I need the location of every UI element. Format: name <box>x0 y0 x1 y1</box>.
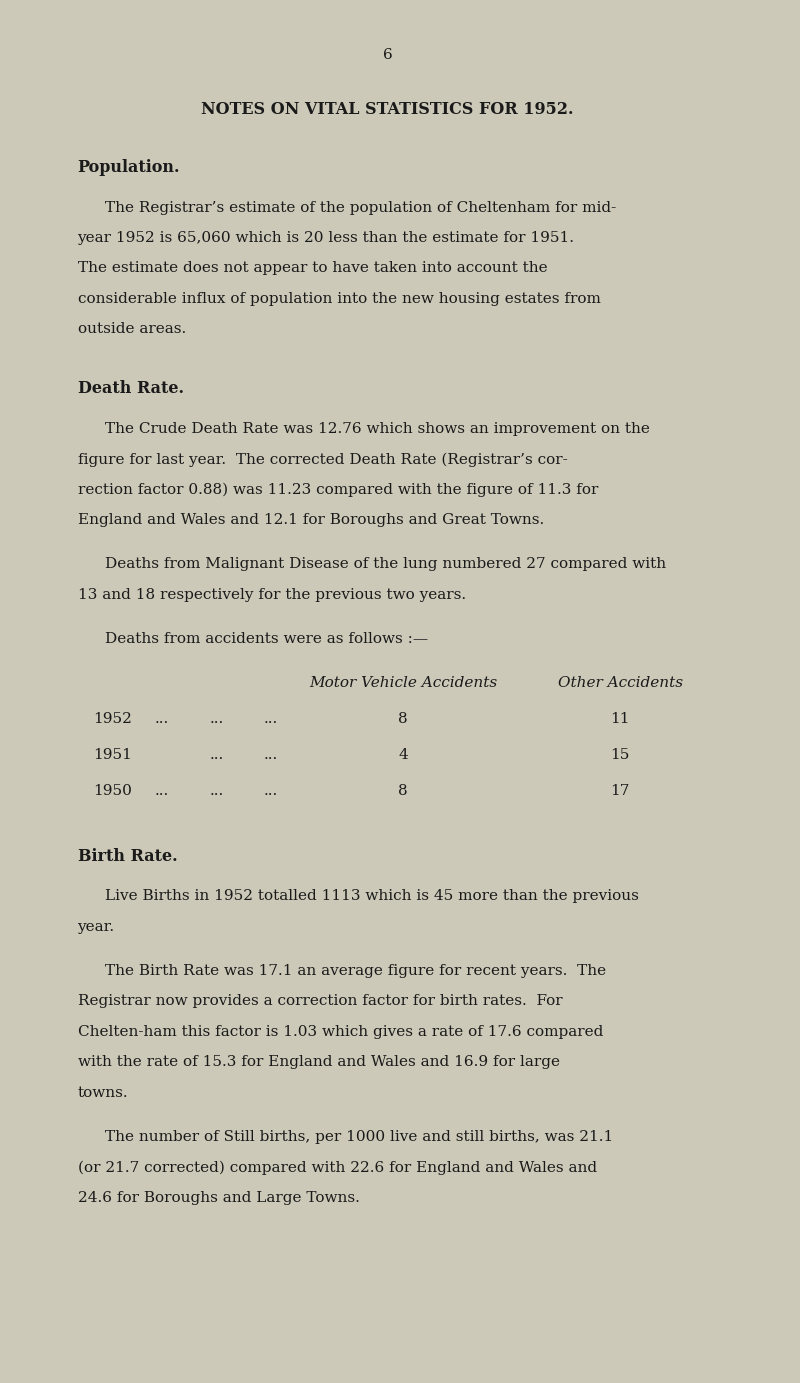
Text: Registrar now provides a correction factor for birth rates.  For: Registrar now provides a correction fact… <box>78 994 562 1008</box>
Text: Chelten-ham this factor is 1.03 which gives a rate of 17.6 compared: Chelten-ham this factor is 1.03 which gi… <box>78 1025 603 1039</box>
Text: Live Births in 1952 totalled 1113 which is 45 more than the previous: Live Births in 1952 totalled 1113 which … <box>105 889 638 903</box>
Text: England and Wales and 12.1 for Boroughs and Great Towns.: England and Wales and 12.1 for Boroughs … <box>78 513 544 527</box>
Text: rection factor 0.88) was 11.23 compared with the figure of 11.3 for: rection factor 0.88) was 11.23 compared … <box>78 483 598 496</box>
Text: outside areas.: outside areas. <box>78 322 186 336</box>
Text: year 1952 is 65,060 which is 20 less than the estimate for 1951.: year 1952 is 65,060 which is 20 less tha… <box>78 231 574 245</box>
Text: NOTES ON VITAL STATISTICS FOR 1952.: NOTES ON VITAL STATISTICS FOR 1952. <box>202 101 574 118</box>
Text: Birth Rate.: Birth Rate. <box>78 848 177 864</box>
Text: ...: ... <box>263 748 278 762</box>
Text: 24.6 for Boroughs and Large Towns.: 24.6 for Boroughs and Large Towns. <box>78 1191 359 1205</box>
Text: ...: ... <box>210 712 223 726</box>
Text: 13 and 18 respectively for the previous two years.: 13 and 18 respectively for the previous … <box>78 588 466 602</box>
Text: 4: 4 <box>398 748 408 762</box>
Text: 6: 6 <box>382 48 393 62</box>
Text: 8: 8 <box>398 784 408 798</box>
Text: considerable influx of population into the new housing estates from: considerable influx of population into t… <box>78 292 600 306</box>
Text: Death Rate.: Death Rate. <box>78 380 183 397</box>
Text: 1952: 1952 <box>93 712 132 726</box>
Text: 8: 8 <box>398 712 408 726</box>
Text: ...: ... <box>155 712 170 726</box>
Text: Deaths from Malignant Disease of the lung numbered 27 compared with: Deaths from Malignant Disease of the lun… <box>105 557 666 571</box>
Text: Deaths from accidents were as follows :—: Deaths from accidents were as follows :— <box>105 632 428 646</box>
Text: ...: ... <box>210 784 223 798</box>
Text: 17: 17 <box>610 784 630 798</box>
Text: The estimate does not appear to have taken into account the: The estimate does not appear to have tak… <box>78 261 547 275</box>
Text: The Birth Rate was 17.1 an average figure for recent years.  The: The Birth Rate was 17.1 an average figur… <box>105 964 606 978</box>
Text: towns.: towns. <box>78 1086 128 1099</box>
Text: Other Accidents: Other Accidents <box>558 676 682 690</box>
Text: ...: ... <box>155 784 170 798</box>
Text: The Registrar’s estimate of the population of Cheltenham for mid-: The Registrar’s estimate of the populati… <box>105 201 616 214</box>
Text: Population.: Population. <box>78 159 180 176</box>
Text: (or 21.7 corrected) compared with 22.6 for England and Wales and: (or 21.7 corrected) compared with 22.6 f… <box>78 1160 597 1174</box>
Text: ...: ... <box>263 784 278 798</box>
Text: 15: 15 <box>610 748 630 762</box>
Text: 1950: 1950 <box>93 784 132 798</box>
Text: ...: ... <box>210 748 223 762</box>
Text: year.: year. <box>78 920 114 934</box>
Text: with the rate of 15.3 for England and Wales and 16.9 for large: with the rate of 15.3 for England and Wa… <box>78 1055 559 1069</box>
Text: figure for last year.  The corrected Death Rate (Registrar’s cor-: figure for last year. The corrected Deat… <box>78 452 567 466</box>
Text: The Crude Death Rate was 12.76 which shows an improvement on the: The Crude Death Rate was 12.76 which sho… <box>105 422 650 436</box>
Text: 1951: 1951 <box>93 748 132 762</box>
Text: ...: ... <box>263 712 278 726</box>
Text: 11: 11 <box>610 712 630 726</box>
Text: The number of Still births, per 1000 live and still births, was 21.1: The number of Still births, per 1000 liv… <box>105 1130 613 1144</box>
Text: Motor Vehicle Accidents: Motor Vehicle Accidents <box>309 676 498 690</box>
